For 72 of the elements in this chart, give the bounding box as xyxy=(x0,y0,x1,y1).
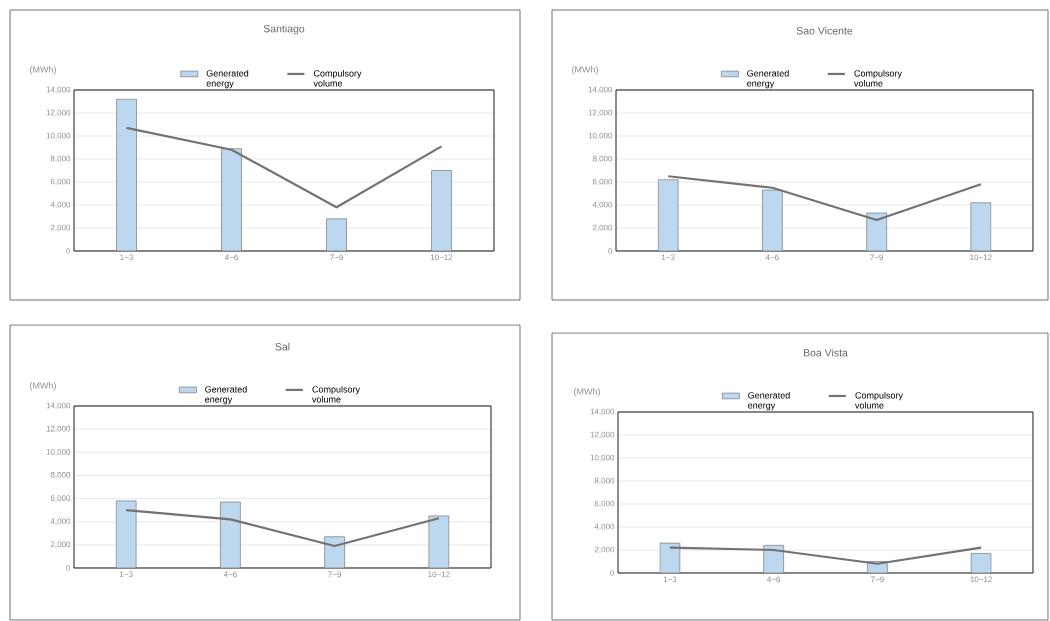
y-tick-label: 2,000 xyxy=(592,224,613,232)
y-tick-label: 10,000 xyxy=(46,132,71,140)
y-axis-title: (MWh) xyxy=(30,382,56,391)
legend-label: Generated energy xyxy=(206,69,249,89)
y-tick-label: 12,000 xyxy=(46,109,71,117)
y-tick-label: 12,000 xyxy=(588,109,613,117)
legend-label: Generated energy xyxy=(747,69,789,89)
x-tick-label: 10~12 xyxy=(430,254,453,261)
y-tick-label: 0 xyxy=(66,565,71,571)
y-tick-label: 14,000 xyxy=(46,86,71,94)
chart-title: Sao Vicente xyxy=(796,26,853,35)
x-tick-label: 7~9 xyxy=(330,254,343,261)
chart-title: Boa Vista xyxy=(803,348,848,357)
y-axis-title: (MWh) xyxy=(30,66,56,75)
y-tick-label: 0 xyxy=(66,248,71,254)
legend-label: Generated energy xyxy=(748,391,790,411)
y-tick-label: 10,000 xyxy=(588,132,613,140)
x-tick-label: 10~12 xyxy=(970,576,992,583)
legend-label: Compulsory volume xyxy=(313,69,362,87)
y-tick-label: 14,000 xyxy=(590,408,615,416)
x-tick-label: 4~6 xyxy=(223,571,237,578)
y-tick-label: 14,000 xyxy=(46,402,71,410)
y-tick-label: 0 xyxy=(610,570,615,576)
bar xyxy=(221,148,242,251)
y-tick-label: 12,000 xyxy=(46,425,71,433)
x-tick-label: 1~3 xyxy=(661,254,675,261)
legend-label: Compulsory volume xyxy=(312,385,360,403)
x-tick-label: 10~12 xyxy=(970,254,992,261)
legend-label: Compulsory volume xyxy=(855,391,903,409)
y-axis-title: (MWh) xyxy=(572,66,598,75)
x-tick-label: 1~3 xyxy=(119,571,133,578)
line-series xyxy=(125,126,443,209)
legend-label: Compulsory volume xyxy=(854,69,902,87)
x-tick-label: 4~6 xyxy=(767,576,781,583)
x-tick-label: 7~9 xyxy=(871,576,884,583)
y-tick-label: 14,000 xyxy=(588,86,613,94)
y-tick-label: 6,000 xyxy=(592,178,613,186)
x-tick-label: 7~9 xyxy=(870,254,884,261)
y-tick-label: 4,000 xyxy=(592,201,613,209)
y-tick-label: 8,000 xyxy=(50,472,71,479)
y-tick-label: 4,000 xyxy=(50,201,71,209)
y-tick-label: 4,000 xyxy=(50,518,71,525)
y-tick-label: 12,000 xyxy=(590,431,615,439)
y-tick-label: 0 xyxy=(608,248,613,254)
y-tick-label: 4,000 xyxy=(594,523,615,531)
bar xyxy=(326,218,347,251)
y-tick-label: 8,000 xyxy=(594,477,615,485)
y-tick-label: 6,000 xyxy=(594,500,615,508)
y-tick-label: 8,000 xyxy=(50,155,71,163)
y-tick-label: 2,000 xyxy=(50,224,71,232)
y-tick-label: 10,000 xyxy=(46,448,71,456)
y-tick-label: 2,000 xyxy=(50,541,71,549)
bar xyxy=(116,98,137,251)
y-tick-label: 2,000 xyxy=(594,546,615,554)
x-tick-label: 10~12 xyxy=(428,571,450,578)
bar xyxy=(762,189,783,251)
y-tick-label: 8,000 xyxy=(592,155,613,163)
y-tick-label: 6,000 xyxy=(50,178,71,186)
x-tick-label: 4~6 xyxy=(224,254,238,261)
chart-title: Santiago xyxy=(263,24,305,35)
x-tick-label: 1~3 xyxy=(120,254,133,261)
legend-label: Generated energy xyxy=(205,385,247,405)
line-series xyxy=(125,509,440,548)
bar xyxy=(431,170,452,251)
x-tick-label: 4~6 xyxy=(765,254,779,261)
y-axis-title: (MWh) xyxy=(574,388,600,397)
y-tick-label: 6,000 xyxy=(50,495,71,502)
y-tick-label: 10,000 xyxy=(590,454,615,462)
x-tick-label: 1~3 xyxy=(663,576,677,583)
chart-title: Sal xyxy=(275,342,290,351)
line-series xyxy=(667,175,982,222)
x-tick-label: 7~9 xyxy=(328,571,342,578)
